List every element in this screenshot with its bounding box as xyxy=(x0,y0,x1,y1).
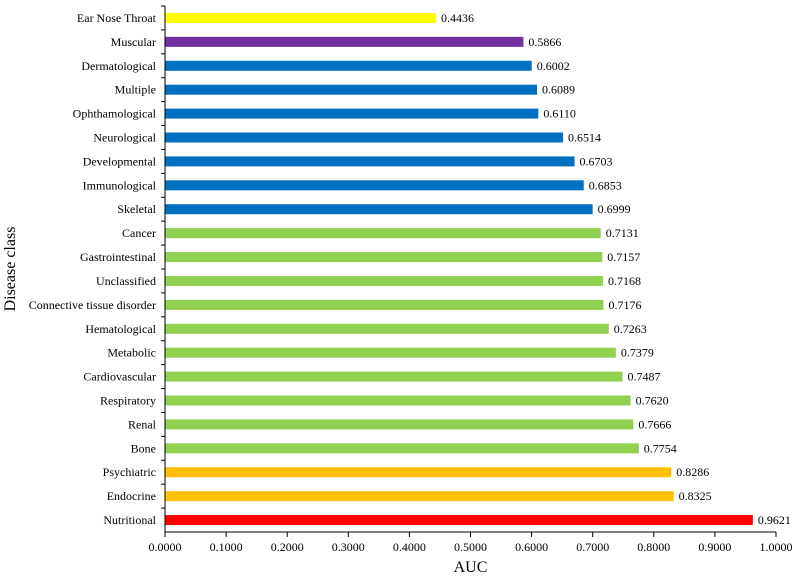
category-label: Muscular xyxy=(111,35,156,49)
bar-renal xyxy=(165,419,634,430)
data-label: 0.6999 xyxy=(598,202,631,216)
category-label: Developmental xyxy=(83,154,157,168)
data-label: 0.5866 xyxy=(528,35,561,49)
data-label: 0.7168 xyxy=(608,274,641,288)
bar-nutritional xyxy=(165,515,753,526)
x-tick-label: 0.4000 xyxy=(393,540,426,554)
category-label: Metabolic xyxy=(107,346,156,360)
bar-respiratory xyxy=(165,395,631,406)
data-label: 0.6853 xyxy=(589,178,622,192)
category-label: Endocrine xyxy=(107,489,156,503)
data-label: 0.7379 xyxy=(621,346,654,360)
x-tick-label: 0.5000 xyxy=(454,540,487,554)
category-label: Cardiovascular xyxy=(83,370,156,384)
bar-psychiatric xyxy=(165,467,672,478)
bar-endocrine xyxy=(165,491,674,502)
data-label: 0.6110 xyxy=(543,107,576,121)
x-tick-label: 1.0000 xyxy=(760,540,793,554)
category-label: Psychiatric xyxy=(103,465,156,479)
data-label: 0.7263 xyxy=(614,322,647,336)
bar-cancer xyxy=(165,228,601,239)
x-tick-label: 0.9000 xyxy=(698,540,731,554)
category-label: Connective tissue disorder xyxy=(29,298,156,312)
data-label: 0.7131 xyxy=(606,226,639,240)
data-label: 0.8286 xyxy=(676,465,709,479)
category-label: Ophthamological xyxy=(73,107,157,121)
category-label: Bone xyxy=(131,441,156,455)
data-label: 0.7176 xyxy=(608,298,641,312)
bar-muscular xyxy=(165,36,524,47)
data-label: 0.9621 xyxy=(758,513,791,527)
x-axis-title: AUC xyxy=(454,559,488,576)
bar-immunological xyxy=(165,180,584,191)
bar-ophthamological xyxy=(165,108,539,119)
category-label: Hematological xyxy=(85,322,156,336)
data-label: 0.6002 xyxy=(537,59,570,73)
bar-metabolic xyxy=(165,347,616,358)
data-label: 0.7487 xyxy=(627,370,660,384)
data-label: 0.6703 xyxy=(580,154,613,168)
bar-ear-nose-throat xyxy=(165,12,437,23)
data-label: 0.7666 xyxy=(638,417,671,431)
data-label: 0.8325 xyxy=(679,489,712,503)
bar-cardiovascular xyxy=(165,371,623,382)
x-tick-label: 0.7000 xyxy=(576,540,609,554)
bar-hematological xyxy=(165,323,609,334)
bar-skeletal xyxy=(165,204,593,215)
x-tick-label: 0.1000 xyxy=(210,540,243,554)
y-axis-title: Disease class xyxy=(2,227,19,312)
category-label: Multiple xyxy=(115,83,156,97)
x-tick-label: 0.6000 xyxy=(515,540,548,554)
bar-neurological xyxy=(165,132,564,143)
category-label: Immunological xyxy=(83,178,157,192)
data-label: 0.7754 xyxy=(644,441,677,455)
bar-bone xyxy=(165,443,639,454)
x-tick-label: 0.0000 xyxy=(149,540,182,554)
category-label: Renal xyxy=(128,417,157,431)
x-tick-label: 0.2000 xyxy=(271,540,304,554)
bar-developmental xyxy=(165,156,575,167)
bar-multiple xyxy=(165,84,538,95)
category-label: Dermatological xyxy=(81,59,156,73)
data-label: 0.7157 xyxy=(607,250,640,264)
x-tick-label: 0.3000 xyxy=(332,540,365,554)
x-tick-label: 0.8000 xyxy=(637,540,670,554)
data-label: 0.7620 xyxy=(636,394,669,408)
bar-unclassified xyxy=(165,275,603,286)
bar-connective-tissue-disorder xyxy=(165,299,604,310)
category-label: Gastrointestinal xyxy=(80,250,157,264)
category-label: Nutritional xyxy=(103,513,156,527)
category-label: Unclassified xyxy=(96,274,156,288)
category-label: Respiratory xyxy=(100,394,156,408)
labels-layer: Ear Nose Throat 0.4436 Muscular 0.5866 Derma… xyxy=(29,11,791,527)
category-label: Cancer xyxy=(122,226,156,240)
data-label: 0.6089 xyxy=(542,83,575,97)
data-label: 0.4436 xyxy=(441,11,474,25)
data-label: 0.6514 xyxy=(568,131,601,145)
bar-gastrointestinal xyxy=(165,252,603,263)
category-label: Neurological xyxy=(93,131,156,145)
category-label: Ear Nose Throat xyxy=(77,11,157,25)
bars-layer xyxy=(165,12,753,526)
category-label: Skeletal xyxy=(117,202,156,216)
bar-dermatological xyxy=(165,60,532,71)
x-ticks-layer: 0.0000 0.1000 0.2000 0.3000 0.4000 0.5000 0.60… xyxy=(149,5,793,554)
